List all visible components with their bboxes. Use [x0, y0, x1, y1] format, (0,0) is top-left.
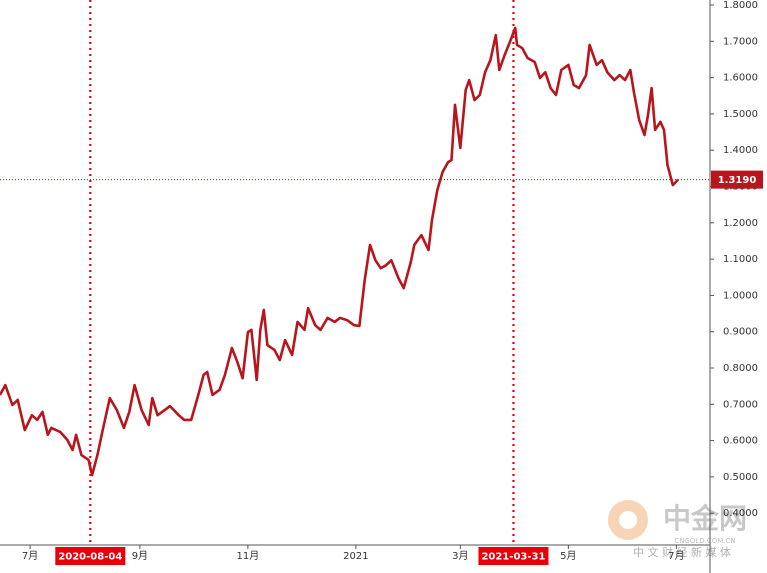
x-tick-label: 5月	[560, 550, 576, 562]
watermark-site: CNGOLD.COM.CN	[674, 537, 735, 545]
y-tick-label: 0.6000	[723, 436, 758, 447]
x-tick-label: 9月	[132, 550, 148, 562]
y-tick-label: 1.7000	[723, 36, 758, 47]
x-tick-label: 7月	[22, 550, 38, 562]
y-tick-label: 1.8000	[723, 0, 758, 11]
x-tick-label: 3月	[452, 550, 468, 562]
x-tick-label: 7月	[668, 550, 684, 562]
date-marker-box	[55, 547, 126, 565]
date-marker-label: 2021-03-31	[481, 552, 545, 563]
watermark-logo-text: 中金网	[663, 502, 747, 535]
y-tick-label: 0.7000	[723, 399, 758, 410]
last-value-box	[711, 170, 763, 189]
y-tick-label: 1.1000	[723, 254, 758, 265]
watermark-logo	[608, 500, 648, 540]
y-tick-label: 1.6000	[723, 73, 758, 84]
y-tick-label: 0.9000	[723, 327, 758, 338]
x-tick-label: 11月	[237, 550, 260, 562]
y-tick-label: 0.4000	[723, 508, 758, 519]
date-marker-box	[478, 547, 549, 565]
y-tick-label: 1.0000	[723, 290, 758, 301]
date-marker-label: 2020-08-04	[58, 552, 122, 563]
y-tick-label: 1.2000	[723, 218, 758, 229]
y-tick-label: 1.4000	[723, 145, 758, 156]
watermark-slogan: 中 文 财 经 新 媒 体	[633, 545, 731, 559]
y-tick-label: 0.5000	[723, 472, 758, 483]
x-tick-label: 2021	[343, 551, 368, 562]
price-line	[0, 26, 680, 477]
last-value-label: 1.3190	[718, 175, 757, 186]
y-tick-label: 1.5000	[723, 109, 758, 120]
y-tick-label: 0.8000	[723, 363, 758, 374]
